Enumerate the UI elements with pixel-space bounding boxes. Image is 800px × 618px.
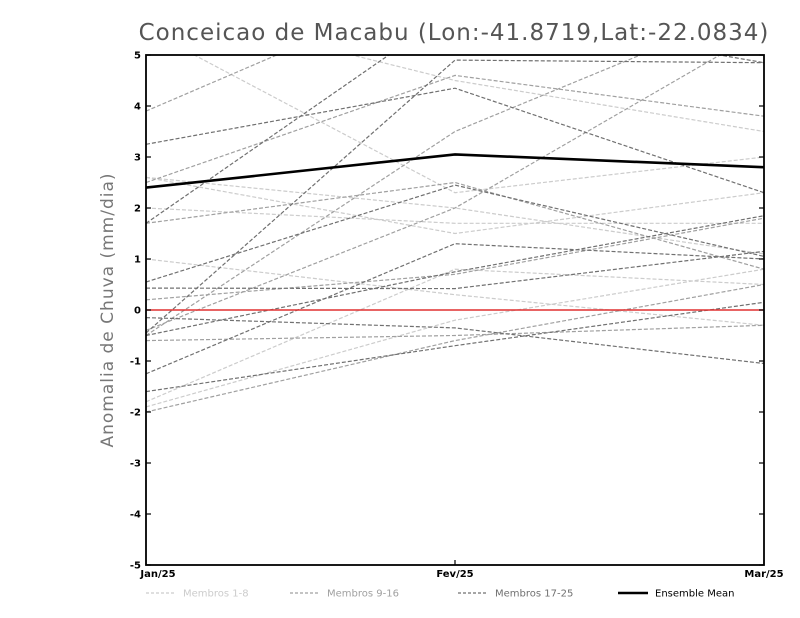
y-tick-label: -2 bbox=[130, 408, 141, 419]
y-tick-label: -3 bbox=[130, 459, 141, 470]
member-line-g3-1 bbox=[146, 250, 764, 290]
legend-label: Ensemble Mean bbox=[655, 589, 734, 600]
member-line-g2-8 bbox=[146, 217, 764, 301]
member-line-g2-6 bbox=[146, 55, 642, 337]
member-line-g3-6 bbox=[146, 243, 764, 375]
chart-title: Conceicao de Macabu (Lon:-41.8719,Lat:-2… bbox=[139, 20, 770, 46]
y-axis: -5 -4 -3 -2 -1 0 1 2 3 4 5 bbox=[130, 51, 764, 572]
y-tick-label: 3 bbox=[134, 153, 141, 164]
y-tick-label: 2 bbox=[134, 204, 141, 215]
x-tick-label: Fev/25 bbox=[436, 569, 473, 580]
ensemble-mean-line bbox=[146, 153, 764, 189]
member-line-g1-3 bbox=[146, 258, 764, 326]
y-tick-label: -5 bbox=[130, 561, 141, 572]
member-line-g2-1 bbox=[146, 324, 764, 342]
legend: Membros 1-8 Membros 9-16 Membros 17-25 Ense… bbox=[146, 589, 734, 600]
y-axis-label: Anomalia de Chuva (mm/dia) bbox=[98, 172, 118, 447]
legend-label: Membros 9-16 bbox=[327, 589, 399, 600]
legend-label: Membros 1-8 bbox=[183, 589, 249, 600]
member-lines bbox=[146, 55, 764, 413]
member-line-g3-4 bbox=[146, 184, 764, 283]
member-line-g2-3 bbox=[146, 283, 764, 413]
member-line-g1-4 bbox=[146, 268, 764, 403]
member-line-g2-4 bbox=[146, 181, 764, 270]
y-tick-label: 5 bbox=[134, 51, 141, 62]
member-line-g3-5 bbox=[146, 87, 764, 194]
member-line-g1-8 bbox=[349, 55, 764, 133]
member-line-g2-2 bbox=[146, 55, 722, 331]
member-line-g2-7 bbox=[146, 74, 764, 184]
y-tick-label: 0 bbox=[134, 306, 141, 317]
member-line-g1-1 bbox=[146, 176, 764, 255]
legend-label: Membros 17-25 bbox=[495, 589, 573, 600]
member-line-g1-5 bbox=[146, 268, 764, 408]
member-line-g3-9 bbox=[146, 215, 764, 337]
y-tick-label: -4 bbox=[130, 510, 141, 521]
x-tick-label: Jan/25 bbox=[139, 569, 175, 580]
y-tick-label: 1 bbox=[134, 255, 141, 266]
member-line-g3-2 bbox=[146, 301, 764, 393]
member-line-g1-7 bbox=[192, 55, 764, 194]
member-line-g3-8 bbox=[146, 59, 764, 334]
x-tick-label: Mar/25 bbox=[744, 569, 783, 580]
x-axis: Jan/25 Fev/25 Mar/25 bbox=[139, 560, 784, 580]
y-tick-label: -1 bbox=[130, 357, 141, 368]
member-line-g3-3 bbox=[146, 317, 764, 365]
member-line-g1-2 bbox=[146, 207, 764, 224]
ensemble-mean-line-group bbox=[146, 153, 764, 189]
y-tick-label: 4 bbox=[134, 102, 141, 113]
member-line-g1-6 bbox=[146, 176, 764, 235]
